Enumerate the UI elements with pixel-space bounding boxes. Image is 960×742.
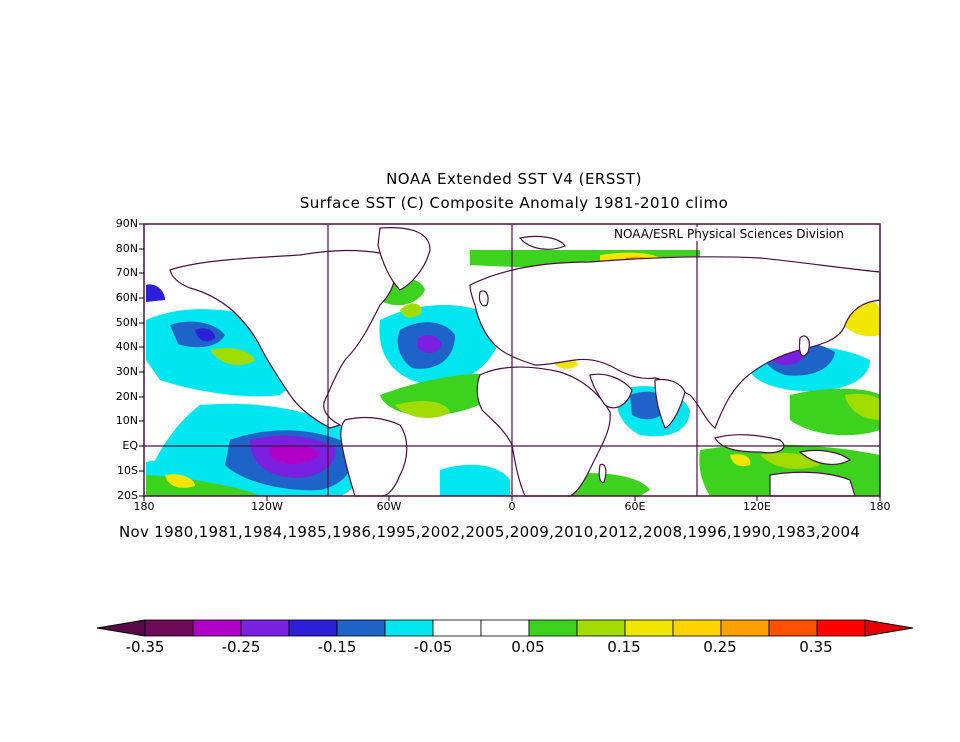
lat-ticks <box>139 223 144 497</box>
lon-ticks <box>143 496 881 501</box>
colorbar-swatch <box>336 619 386 637</box>
colorbar-swatch <box>480 619 530 637</box>
new-guinea <box>798 449 852 466</box>
colorbar-swatch <box>624 619 674 637</box>
lat-label: 10N <box>115 414 138 427</box>
colorbar-swatch <box>144 619 194 637</box>
colorbar-swatch <box>528 619 578 637</box>
madagascar <box>598 463 607 483</box>
arctic-islands <box>518 235 566 250</box>
south-america <box>340 416 408 497</box>
colorbar-label: 0.25 <box>703 638 737 656</box>
lat-label: 30N <box>115 365 138 378</box>
colorbar-label: -0.05 <box>413 638 453 656</box>
india <box>654 378 686 429</box>
continent-outlines <box>169 227 881 497</box>
colorbar-swatch <box>240 619 290 637</box>
map-title: NOAA Extended SST V4 (ERSST) <box>386 170 642 188</box>
colorbar-high-arrow <box>864 619 914 637</box>
lat-label: 50N <box>115 316 138 329</box>
colorbar-label: 0.35 <box>799 638 833 656</box>
maritime-continent <box>714 434 785 454</box>
africa <box>476 366 611 497</box>
colorbar-swatch <box>816 619 866 637</box>
eurasia <box>469 256 881 429</box>
colorbar <box>96 619 914 637</box>
colorbar-swatch <box>576 619 626 637</box>
uk <box>478 290 489 307</box>
colorbar-label: 0.05 <box>511 638 545 656</box>
colorbar-swatch <box>192 619 242 637</box>
lat-label: 20S <box>117 489 138 502</box>
australia <box>769 471 856 497</box>
lon-label: 60W <box>376 500 402 513</box>
lat-label: 70N <box>115 266 138 279</box>
lon-label: 120E <box>743 500 771 513</box>
colorbar-label: 0.15 <box>607 638 641 656</box>
colorbar-swatch <box>432 619 482 637</box>
arabia <box>589 373 633 409</box>
colorbar-swatch <box>288 619 338 637</box>
colorbar-label: -0.15 <box>317 638 357 656</box>
colorbar-label: -0.25 <box>221 638 261 656</box>
colorbar-swatch <box>720 619 770 637</box>
lat-label: EQ <box>122 439 138 452</box>
colorbar-low-arrow <box>96 619 146 637</box>
composite-years-label: Nov 1980,1981,1984,1985,1986,1995,2002,2… <box>119 523 861 541</box>
map-grid <box>144 224 880 496</box>
north-america <box>169 249 396 429</box>
lon-label: 120W <box>251 500 283 513</box>
colorbar-swatch <box>672 619 722 637</box>
lat-label: 80N <box>115 242 138 255</box>
lat-label: 20N <box>115 390 138 403</box>
lon-label: 180 <box>869 500 891 513</box>
lat-label: 90N <box>115 217 138 230</box>
lon-label: 0 <box>508 500 516 513</box>
map-subtitle: Surface SST (C) Composite Anomaly 1981-2… <box>299 194 729 212</box>
colorbar-swatch <box>768 619 818 637</box>
credit-label: NOAA/ESRL Physical Sciences Division <box>612 227 846 241</box>
colorbar-swatch <box>384 619 434 637</box>
lat-label: 40N <box>115 340 138 353</box>
lon-label: 180 <box>133 500 155 513</box>
lat-label: 10S <box>117 464 138 477</box>
japan <box>798 335 810 357</box>
greenland <box>377 227 431 291</box>
colorbar-label: -0.35 <box>125 638 165 656</box>
lon-label: 60E <box>624 500 646 513</box>
lat-label: 60N <box>115 291 138 304</box>
anomaly-shading <box>146 250 880 496</box>
